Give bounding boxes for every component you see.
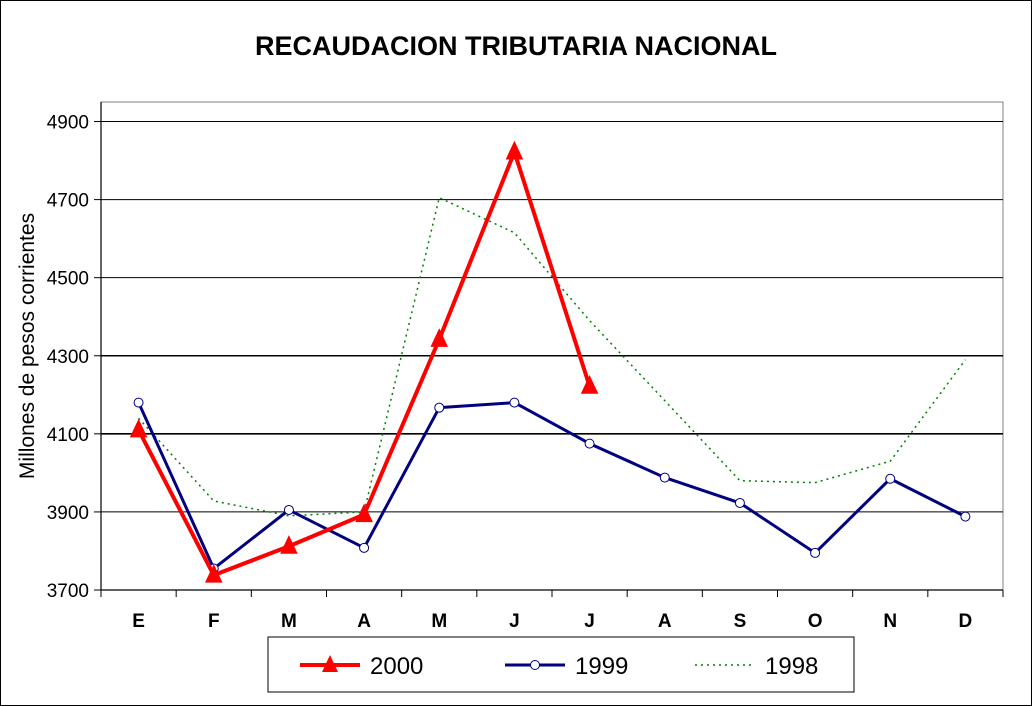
plot-background bbox=[100, 101, 1004, 591]
x-tick-label: N bbox=[883, 611, 897, 632]
gridlines bbox=[100, 102, 1003, 591]
series-line-1998 bbox=[138, 196, 967, 517]
y-tick-label: 4100 bbox=[47, 425, 89, 446]
x-tick-label: A bbox=[357, 611, 371, 632]
x-tick-label: J bbox=[509, 611, 520, 632]
chart-title: RECAUDACION TRIBUTARIA NACIONAL bbox=[255, 31, 777, 61]
data-point bbox=[584, 438, 595, 449]
y-tick-label: 3700 bbox=[47, 581, 89, 602]
series-layer bbox=[129, 140, 971, 583]
data-point bbox=[430, 328, 449, 347]
y-tick-label: 4700 bbox=[47, 191, 89, 212]
data-point bbox=[133, 397, 144, 408]
x-tick-label: O bbox=[808, 611, 823, 632]
data-point bbox=[359, 542, 370, 553]
data-point bbox=[280, 535, 298, 554]
legend-label: 1998 bbox=[765, 653, 818, 680]
data-point bbox=[885, 473, 896, 484]
x-tick-label: M bbox=[431, 611, 447, 632]
y-axis-label: Millones de pesos corrientes bbox=[16, 213, 39, 479]
legend-marker bbox=[322, 655, 338, 672]
y-axis-ticks: 3700 3900 4100 4300 4500 4700 4900 bbox=[47, 113, 101, 602]
data-point bbox=[434, 402, 445, 413]
plot-area bbox=[100, 101, 1004, 591]
data-point bbox=[204, 563, 223, 583]
series-1998 bbox=[138, 196, 967, 517]
legend-label: 2000 bbox=[370, 653, 423, 680]
x-tick-label: F bbox=[208, 611, 220, 632]
data-point bbox=[659, 472, 670, 483]
data-point bbox=[129, 418, 148, 438]
legend-item-1999: 1999 bbox=[505, 653, 628, 680]
x-tick-label: E bbox=[132, 611, 145, 632]
legend-item-1998: 1998 bbox=[695, 653, 818, 680]
y-tick-label: 3900 bbox=[47, 503, 89, 524]
x-tick-label: S bbox=[734, 611, 747, 632]
x-tick-label: J bbox=[584, 611, 595, 632]
y-tick-label: 4900 bbox=[47, 113, 89, 134]
legend-label: 1999 bbox=[575, 653, 628, 680]
data-point bbox=[810, 547, 821, 558]
series-2000 bbox=[129, 140, 599, 583]
y-tick-label: 4300 bbox=[47, 347, 89, 368]
data-point bbox=[355, 503, 373, 523]
legend-marker bbox=[530, 660, 540, 670]
data-point bbox=[580, 375, 599, 394]
data-point bbox=[734, 497, 745, 508]
data-point bbox=[505, 140, 524, 160]
data-point bbox=[960, 511, 971, 522]
data-point bbox=[283, 504, 294, 515]
x-tick-label: M bbox=[281, 611, 297, 632]
legend-item-2000: 2000 bbox=[300, 653, 423, 680]
data-point bbox=[509, 397, 520, 408]
x-tick-label: D bbox=[959, 611, 973, 632]
legend: 2000 1999 1998 bbox=[267, 636, 855, 693]
x-tick-label: A bbox=[658, 611, 672, 632]
y-tick-label: 4500 bbox=[47, 269, 89, 290]
series-line-1999 bbox=[137, 401, 967, 571]
